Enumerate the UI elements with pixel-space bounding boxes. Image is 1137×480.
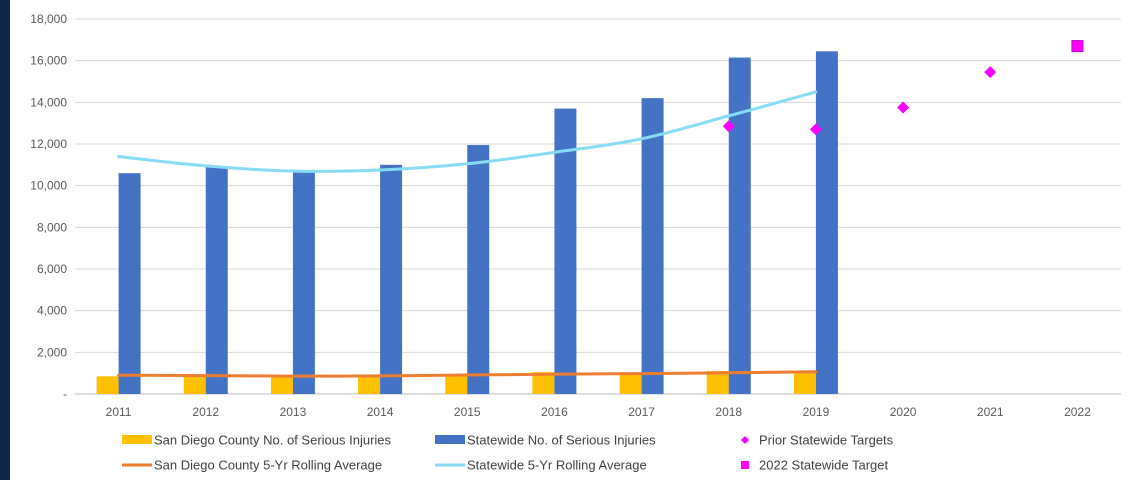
y-tick-label: 18,000 <box>30 12 67 26</box>
bar <box>619 373 642 394</box>
x-tick-label: 2011 <box>106 405 132 419</box>
legend-swatch <box>741 436 749 444</box>
bar <box>380 164 403 394</box>
legend-label: San Diego County No. of Serious Injuries <box>154 433 392 448</box>
bar <box>706 371 729 394</box>
x-tick-label: 2018 <box>715 405 742 419</box>
y-tick-label: 4,000 <box>37 304 67 318</box>
marker-series <box>722 40 1084 136</box>
y-tick-label: 12,000 <box>30 137 67 151</box>
bar <box>358 376 381 394</box>
x-tick-label: 2013 <box>280 405 307 419</box>
chart-svg: - 2,000 4,000 6,000 8,000 10,000 12,000 14,000 1… <box>30 12 1121 473</box>
target-diamond-point <box>897 101 910 114</box>
bar <box>205 166 228 394</box>
y-tick-label: 6,000 <box>37 262 67 276</box>
series-line <box>117 370 818 378</box>
y-tick-label: 10,000 <box>30 179 67 193</box>
legend-label: Statewide 5-Yr Rolling Average <box>467 458 647 473</box>
bar <box>467 145 490 394</box>
legend-label: Statewide No. of Serious Injuries <box>467 433 656 448</box>
legend-label: 2022 Statewide Target <box>759 458 889 473</box>
target-diamond-point <box>809 123 822 136</box>
grid-lines <box>75 18 1121 395</box>
legend: San Diego County No. of Serious Injuries… <box>122 433 894 473</box>
legend-label: Prior Statewide Targets <box>759 433 894 448</box>
line-series <box>117 90 818 378</box>
bar <box>183 375 206 394</box>
bar <box>118 173 141 394</box>
bar <box>96 376 119 394</box>
bar-series <box>96 51 838 395</box>
x-tick-label: 2014 <box>367 405 394 419</box>
x-tick-label: 2022 <box>1064 405 1091 419</box>
x-tick-label: 2015 <box>454 405 481 419</box>
chart-frame: - 2,000 4,000 6,000 8,000 10,000 12,000 14,000 1… <box>10 0 1137 480</box>
bar <box>815 51 838 395</box>
bar <box>641 98 664 395</box>
x-tick-label: 2012 <box>192 405 219 419</box>
bar <box>554 108 577 394</box>
target-square-point <box>1071 40 1084 53</box>
x-tick-label: 2020 <box>890 405 917 419</box>
bar <box>793 371 816 394</box>
bar <box>532 372 555 394</box>
y-tick-label: 14,000 <box>30 95 67 109</box>
x-tick-label: 2016 <box>541 405 568 419</box>
bar <box>445 374 468 394</box>
target-diamond-point <box>722 120 735 133</box>
y-tick-label: 8,000 <box>37 220 67 234</box>
y-tick-label: - <box>63 387 67 401</box>
target-diamond-point <box>984 66 997 79</box>
legend-swatch <box>122 435 152 444</box>
legend-swatch <box>741 461 749 469</box>
x-tick-label: 2019 <box>803 405 830 419</box>
x-axis-tick-labels: 2011 2012 2013 2014 2015 2016 2017 2018 2019 2020… <box>106 405 1091 419</box>
legend-swatch <box>435 435 465 444</box>
y-tick-label: 2,000 <box>37 345 67 359</box>
y-axis-tick-labels: - 2,000 4,000 6,000 8,000 10,000 12,000 14,000 1… <box>30 12 67 401</box>
y-tick-label: 16,000 <box>30 54 67 68</box>
series-line <box>117 90 818 173</box>
bar <box>270 376 293 394</box>
x-tick-label: 2017 <box>628 405 655 419</box>
x-tick-label: 2021 <box>977 405 1004 419</box>
bar <box>728 57 751 395</box>
bar <box>292 171 315 394</box>
legend-label: San Diego County 5-Yr Rolling Average <box>154 458 382 473</box>
